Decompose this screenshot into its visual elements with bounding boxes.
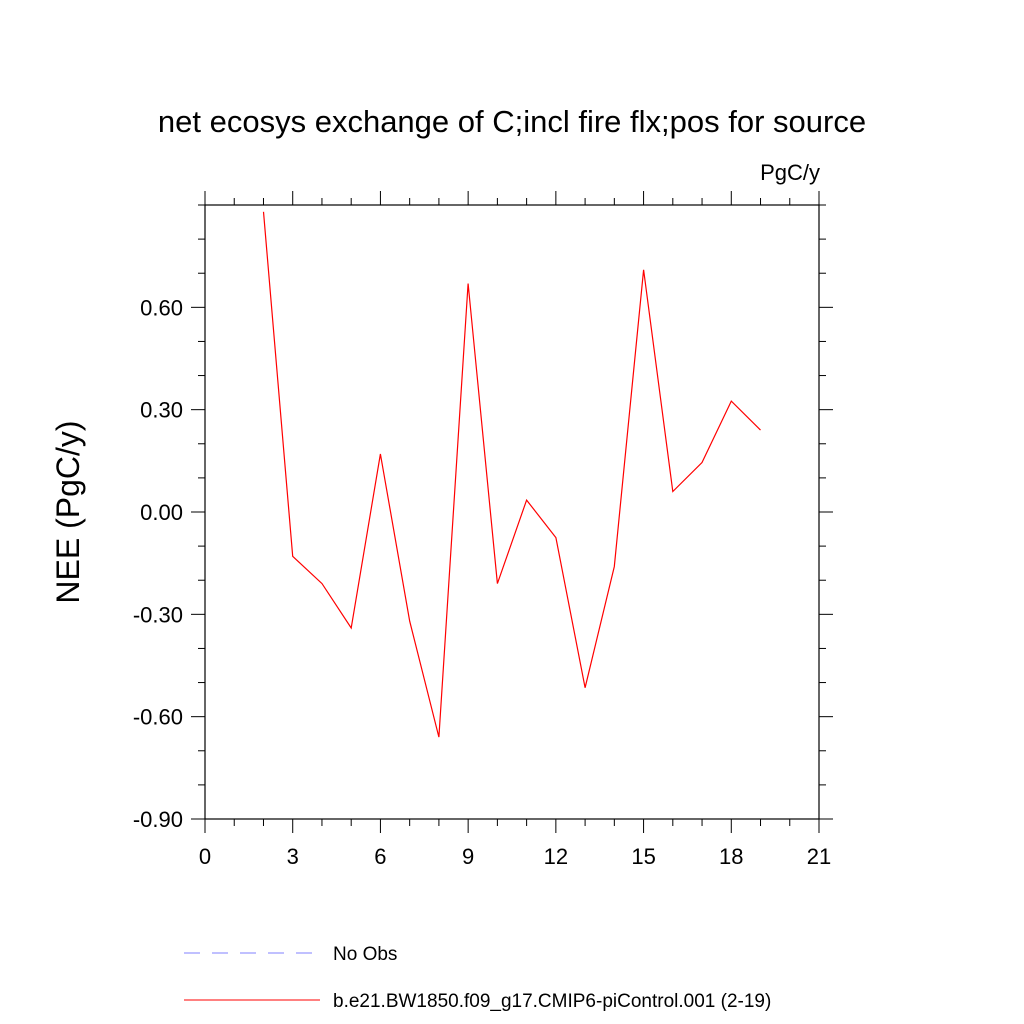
x-tick-label: 12 xyxy=(544,844,568,869)
x-tick-label: 21 xyxy=(807,844,831,869)
axis-ticks: 0 3 6 9 12 15 18 21 -0.90 -0.60 -0.30 0.00 0.30 0.60 xyxy=(133,191,833,869)
y-tick-label: -0.60 xyxy=(133,705,183,730)
x-tick-label: 6 xyxy=(374,844,386,869)
x-tick-label: 15 xyxy=(631,844,655,869)
y-tick-label: 0.60 xyxy=(140,295,183,320)
y-tick-label: -0.30 xyxy=(133,602,183,627)
y-tick-label: 0.30 xyxy=(140,398,183,423)
x-tick-label: 3 xyxy=(287,844,299,869)
units-label: PgC/y xyxy=(760,160,820,185)
legend: No Obs b.e21.BW1850.f09_g17.CMIP6-piContr… xyxy=(184,944,771,1012)
x-tick-label: 18 xyxy=(719,844,743,869)
x-tick-label: 0 xyxy=(199,844,211,869)
series-line xyxy=(262,211,761,738)
y-axis-label: NEE (PgC/y) xyxy=(50,420,86,603)
y-tick-label: -0.90 xyxy=(133,807,183,832)
x-tick-label: 9 xyxy=(462,844,474,869)
legend-label: No Obs xyxy=(333,944,397,965)
legend-label: b.e21.BW1850.f09_g17.CMIP6-piControl.001… xyxy=(333,991,771,1012)
y-tick-label: 0.00 xyxy=(140,500,183,525)
series-layer xyxy=(262,211,761,738)
chart-title: net ecosys exchange of C;incl fire flx;p… xyxy=(158,104,866,139)
plot-frame xyxy=(204,204,820,820)
